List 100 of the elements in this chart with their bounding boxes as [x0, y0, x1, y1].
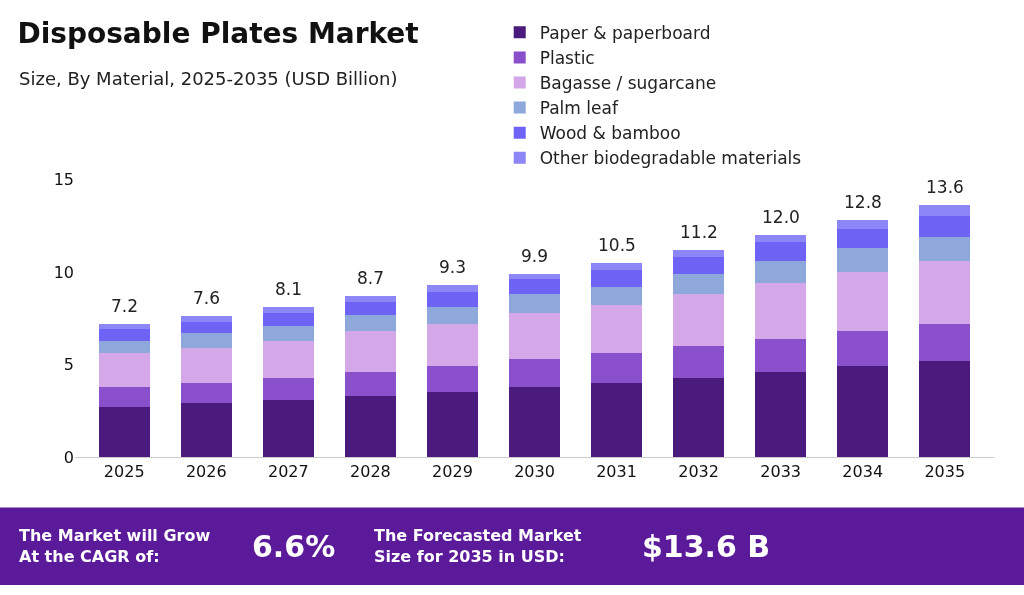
y-tick-label: 15 — [53, 169, 74, 189]
bar — [344, 314, 396, 332]
bar — [673, 346, 725, 378]
bar — [837, 229, 889, 248]
bar — [180, 383, 232, 404]
bar — [344, 396, 396, 458]
bar — [262, 399, 314, 458]
x-tick-label: 2026 — [185, 462, 227, 482]
total-label: 9.9 — [521, 246, 549, 266]
bar — [919, 216, 971, 237]
bar — [509, 359, 560, 387]
bar — [837, 220, 889, 230]
bar — [427, 292, 478, 308]
total-label: 12.0 — [762, 207, 800, 227]
total-label: 10.5 — [598, 235, 636, 255]
bar — [180, 316, 232, 322]
x-tick-label: 2033 — [760, 462, 802, 482]
x-tick-label: 2025 — [103, 462, 145, 482]
bar — [427, 323, 478, 367]
x-tick-label: 2028 — [350, 462, 391, 482]
bar — [919, 260, 971, 324]
bar — [427, 284, 478, 293]
bar — [837, 366, 889, 458]
y-tick-label: 5 — [63, 355, 74, 375]
bar — [591, 305, 642, 354]
total-label: 8.1 — [275, 279, 303, 299]
total-label: 11.2 — [680, 222, 718, 242]
bar — [673, 257, 725, 274]
x-tick-label: 2034 — [842, 462, 884, 482]
bar — [755, 234, 807, 243]
x-tick-label: 2029 — [432, 462, 473, 482]
legend-label: Bagasse / sugarcane — [539, 73, 717, 94]
y-tick-label: 0 — [63, 447, 74, 467]
bar — [427, 366, 478, 393]
bar — [98, 329, 150, 341]
bar — [180, 347, 232, 384]
bar — [262, 325, 314, 341]
bar — [262, 340, 314, 378]
bar — [509, 279, 560, 295]
bar — [755, 283, 807, 339]
bar — [180, 403, 232, 458]
bar — [98, 386, 150, 408]
bar — [919, 236, 971, 261]
bar — [180, 333, 232, 348]
legend-label: Other biodegradable materials — [539, 148, 802, 169]
y-tick-label: 10 — [53, 262, 74, 282]
total-label: 8.7 — [357, 268, 385, 288]
chart-subtitle: Size, By Material, 2025-2035 (USD Billion) — [19, 68, 398, 89]
bar — [755, 260, 807, 284]
bar — [98, 340, 150, 354]
chart-title: Disposable Plates Market — [17, 16, 419, 50]
bar — [262, 312, 314, 326]
bar — [427, 307, 478, 324]
bar — [837, 331, 889, 367]
bar — [919, 360, 971, 458]
x-tick-label: 2030 — [514, 462, 555, 482]
bar — [180, 322, 232, 334]
x-tick-label: 2027 — [267, 462, 309, 482]
bar — [673, 249, 725, 258]
legend-label: Paper & paperboard — [539, 22, 711, 43]
text: The Forecasted Market Size for 2035 in USD: — [374, 526, 582, 566]
x-tick-label: 2032 — [678, 462, 719, 482]
bar — [98, 353, 150, 387]
bar — [591, 353, 642, 384]
bar — [673, 294, 725, 347]
bar — [837, 271, 889, 332]
bar — [509, 294, 560, 313]
bar — [591, 262, 642, 271]
bar — [837, 247, 889, 272]
bar — [344, 301, 396, 315]
bar — [591, 383, 642, 458]
bar — [344, 296, 396, 302]
bar — [919, 323, 971, 361]
x-tick-label: 2031 — [596, 462, 637, 482]
bar — [673, 273, 725, 295]
bar — [919, 205, 971, 217]
legend-label: Wood & bamboo — [539, 123, 681, 144]
total-label: 13.6 — [926, 177, 964, 197]
total-label: 12.8 — [844, 192, 882, 212]
bar — [509, 386, 560, 458]
bar — [755, 242, 807, 261]
bar — [755, 372, 807, 458]
legend-label: Plastic — [539, 48, 595, 69]
bar — [509, 312, 560, 360]
bar — [98, 407, 150, 458]
legend-label: Palm leaf — [539, 98, 619, 119]
bar — [509, 273, 560, 280]
bar — [591, 286, 642, 306]
bar — [344, 331, 396, 373]
bar — [262, 307, 314, 313]
bar — [591, 270, 642, 287]
total-label: 9.3 — [439, 257, 467, 277]
bar — [262, 377, 314, 400]
total-label: 7.2 — [111, 296, 139, 316]
bar — [344, 372, 396, 397]
bar — [673, 377, 725, 458]
text: The Market will Grow At the CAGR of: — [19, 526, 211, 566]
total-label: 7.6 — [193, 288, 221, 308]
bar — [755, 338, 807, 373]
bar — [98, 323, 150, 330]
